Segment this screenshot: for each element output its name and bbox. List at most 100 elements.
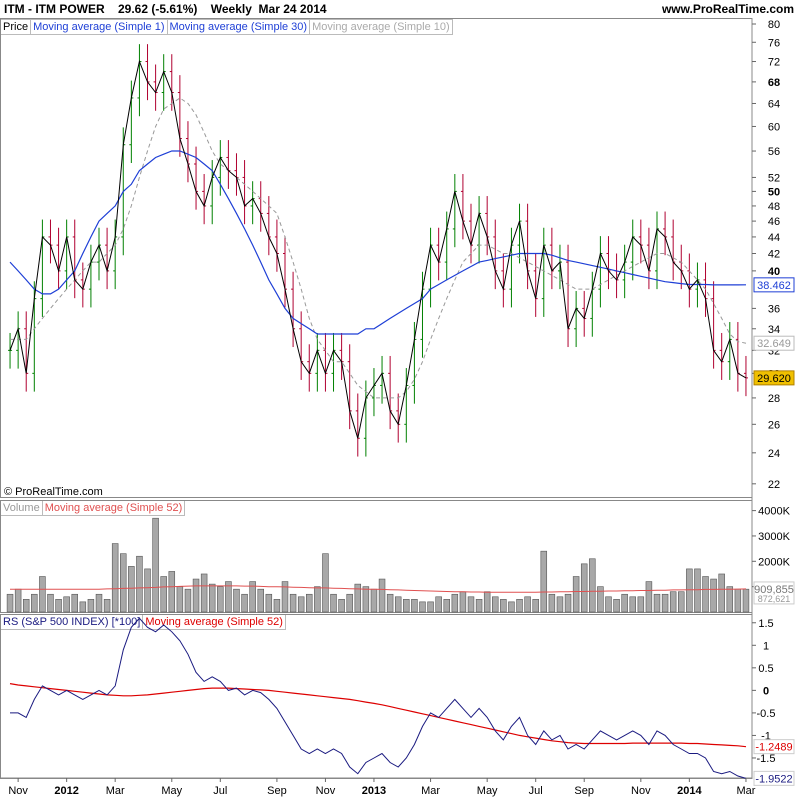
price-tick-label-17: 64 xyxy=(768,98,780,110)
price-tick-label-8: 40 xyxy=(768,266,780,278)
rs-tick-label-2: -0.5 xyxy=(757,708,776,720)
time-label-0: Nov xyxy=(8,785,28,797)
volume-bar-47 xyxy=(387,594,393,612)
volume-bar-35 xyxy=(290,594,296,612)
volume-bar-38 xyxy=(314,587,320,612)
time-label-14: Mar xyxy=(736,785,755,797)
volume-bar-46 xyxy=(379,579,385,612)
rs-ma-line xyxy=(10,684,746,747)
volume-bar-39 xyxy=(322,554,328,612)
price-tick-label-14: 52 xyxy=(768,172,780,184)
price-tick-label-16: 60 xyxy=(768,121,780,133)
price-tick-label-18: 68 xyxy=(768,77,780,89)
volume-bar-1 xyxy=(15,589,21,612)
volume-bar-82 xyxy=(670,592,676,612)
price-tick-label-9: 42 xyxy=(768,249,780,261)
volume-bar-86 xyxy=(703,577,709,612)
volume-tick-label-3: 4000K xyxy=(758,506,790,518)
price-tick-label-1: 24 xyxy=(768,448,780,460)
volume-bar-50 xyxy=(411,599,417,612)
volume-bar-24 xyxy=(201,574,207,612)
time-label-9: May xyxy=(477,785,498,797)
volume-bar-40 xyxy=(331,594,337,612)
volume-bar-34 xyxy=(282,582,288,612)
volume-bar-49 xyxy=(403,599,409,612)
price-tick-label-12: 48 xyxy=(768,201,780,213)
volume-bar-85 xyxy=(694,569,700,612)
volume-bar-6 xyxy=(56,599,62,612)
time-label-5: Sep xyxy=(267,785,287,797)
volume-bar-57 xyxy=(468,597,474,612)
price-tick-label-2: 26 xyxy=(768,419,780,431)
time-label-7: 2013 xyxy=(362,785,386,797)
volume-bar-12 xyxy=(104,599,110,612)
volume-bar-68 xyxy=(557,597,563,612)
volume-bar-32 xyxy=(266,594,272,612)
volume-bar-65 xyxy=(533,599,539,612)
volume-bar-61 xyxy=(500,599,506,612)
volume-bar-63 xyxy=(517,599,523,612)
volume-bar-84 xyxy=(686,569,692,612)
price-tick-label-19: 72 xyxy=(768,57,780,69)
volume-bar-44 xyxy=(363,587,369,612)
time-label-1: 2012 xyxy=(54,785,78,797)
price-tick-label-7: 36 xyxy=(768,303,780,315)
volume-bar-51 xyxy=(420,602,426,612)
volume-bar-33 xyxy=(274,599,280,612)
volume-bar-22 xyxy=(185,589,191,612)
volume-bar-76 xyxy=(622,594,628,612)
price-tick-label-20: 76 xyxy=(768,37,780,49)
rs-tick-label-4: 0.5 xyxy=(758,663,773,675)
volume-bar-60 xyxy=(492,597,498,612)
volume-bar-73 xyxy=(597,587,603,612)
volume-bar-91 xyxy=(743,589,749,612)
volume-bar-8 xyxy=(72,594,78,612)
volume-bar-74 xyxy=(606,597,612,612)
volume-bar-5 xyxy=(48,594,54,612)
volume-bar-62 xyxy=(508,602,514,612)
rs-line xyxy=(10,618,746,778)
volume-bar-18 xyxy=(153,518,159,612)
price-panel: 2224262830323436404244464850525660646872… xyxy=(8,19,794,491)
volume-bar-81 xyxy=(662,594,668,612)
volume-bar-23 xyxy=(193,579,199,612)
volume-bar-77 xyxy=(630,597,636,612)
volume-bar-79 xyxy=(646,582,652,612)
volume-bar-90 xyxy=(735,589,741,612)
volume-bar-89 xyxy=(727,587,733,612)
time-label-4: Jul xyxy=(213,785,227,797)
price-tick-label-15: 56 xyxy=(768,146,780,158)
chart-frame xyxy=(0,18,752,779)
time-label-10: Jul xyxy=(529,785,543,797)
rs-tick-label-0: -1.5 xyxy=(757,753,776,765)
rs-value: -1.9522 xyxy=(755,773,792,785)
time-label-2: Mar xyxy=(106,785,125,797)
volume-bar-69 xyxy=(565,594,571,612)
volume-bar-3 xyxy=(31,594,37,612)
volume-bar-43 xyxy=(355,584,361,612)
last-price-value: 29.620 xyxy=(757,373,791,385)
volume-bar-17 xyxy=(145,569,151,612)
volume-bar-26 xyxy=(217,587,223,612)
price-tick-label-10: 44 xyxy=(768,232,780,244)
price-tick-label-3: 28 xyxy=(768,393,780,405)
price-tick-label-21: 80 xyxy=(768,19,780,31)
price-tick-label-13: 50 xyxy=(768,186,780,198)
panel-border-2 xyxy=(1,615,753,779)
volume-bar-58 xyxy=(476,599,482,612)
volume-bar-64 xyxy=(525,597,531,612)
volume-bar-19 xyxy=(161,577,167,612)
volume-bar-14 xyxy=(120,554,126,612)
volume-bar-16 xyxy=(136,556,142,612)
volume-tick-label-1: 2000K xyxy=(758,556,790,568)
ma1-line xyxy=(10,62,746,439)
volume-bar-28 xyxy=(234,589,240,612)
time-axis: Nov 2012 Mar May Jul Sep Nov 2013 Mar May Jul Sep No… xyxy=(8,778,755,797)
volume-bar-56 xyxy=(460,592,466,612)
ma10-line xyxy=(10,98,746,398)
time-label-11: Sep xyxy=(574,785,594,797)
volume-bar-53 xyxy=(436,597,442,612)
volume-bar-78 xyxy=(638,597,644,612)
